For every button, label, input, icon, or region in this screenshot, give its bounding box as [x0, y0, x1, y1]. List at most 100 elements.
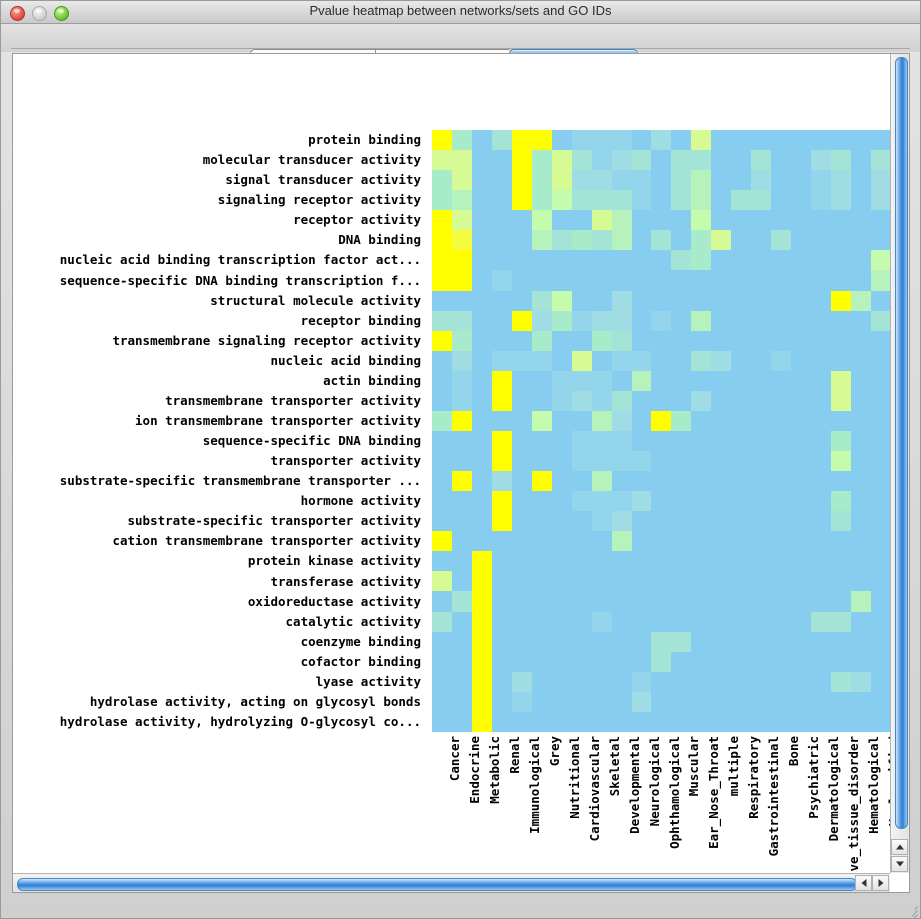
- heatmap-cell[interactable]: [571, 611, 592, 632]
- heatmap-cell[interactable]: [471, 430, 492, 451]
- heatmap-cell[interactable]: [771, 611, 792, 632]
- resize-grip-icon[interactable]: [904, 903, 918, 918]
- heatmap-cell[interactable]: [870, 130, 890, 151]
- heatmap-cell[interactable]: [791, 350, 812, 371]
- minimize-button[interactable]: [32, 6, 47, 21]
- heatmap-cell[interactable]: [611, 531, 632, 552]
- heatmap-cell[interactable]: [451, 631, 472, 652]
- heatmap-cell[interactable]: [611, 310, 632, 331]
- heatmap-cell[interactable]: [611, 270, 632, 291]
- heatmap-cell[interactable]: [551, 491, 572, 512]
- heatmap-cell[interactable]: [451, 370, 472, 391]
- heatmap-cell[interactable]: [771, 390, 792, 411]
- heatmap-cell[interactable]: [511, 651, 532, 672]
- heatmap-cell[interactable]: [691, 691, 712, 712]
- heatmap-cell[interactable]: [851, 130, 871, 151]
- heatmap-cell[interactable]: [671, 571, 692, 592]
- heatmap-cell[interactable]: [531, 410, 552, 431]
- heatmap-cell[interactable]: [451, 330, 472, 351]
- close-button[interactable]: [10, 6, 25, 21]
- heatmap-cell[interactable]: [771, 230, 792, 251]
- heatmap-cell[interactable]: [691, 150, 712, 171]
- heatmap-cell[interactable]: [571, 651, 592, 672]
- heatmap-cell[interactable]: [651, 531, 672, 552]
- heatmap-cell[interactable]: [651, 350, 672, 371]
- heatmap-cell[interactable]: [491, 390, 512, 411]
- heatmap-cell[interactable]: [771, 671, 792, 692]
- heatmap-cell[interactable]: [831, 130, 852, 151]
- heatmap-cell[interactable]: [591, 591, 612, 612]
- heatmap-cell[interactable]: [631, 190, 652, 211]
- heatmap-cell[interactable]: [870, 671, 890, 692]
- heatmap-cell[interactable]: [870, 491, 890, 512]
- heatmap-cell[interactable]: [611, 511, 632, 532]
- heatmap-cell[interactable]: [831, 370, 852, 391]
- heatmap-cell[interactable]: [870, 631, 890, 652]
- heatmap-cell[interactable]: [831, 190, 852, 211]
- heatmap-cell[interactable]: [491, 350, 512, 371]
- heatmap-cell[interactable]: [851, 210, 871, 231]
- heatmap-cell[interactable]: [511, 691, 532, 712]
- heatmap-cell[interactable]: [711, 671, 732, 692]
- heatmap-cell[interactable]: [551, 190, 572, 211]
- heatmap-cell[interactable]: [531, 691, 552, 712]
- heatmap-cell[interactable]: [551, 571, 572, 592]
- heatmap-cell[interactable]: [432, 350, 452, 371]
- heatmap-cell[interactable]: [870, 591, 890, 612]
- heatmap-cell[interactable]: [870, 270, 890, 291]
- heatmap-cell[interactable]: [851, 551, 871, 572]
- heatmap-cell[interactable]: [811, 631, 832, 652]
- heatmap-cell[interactable]: [731, 651, 752, 672]
- heatmap-cell[interactable]: [531, 671, 552, 692]
- heatmap-cell[interactable]: [591, 551, 612, 572]
- heatmap-cell[interactable]: [631, 370, 652, 391]
- heatmap-cell[interactable]: [451, 571, 472, 592]
- heatmap-cell[interactable]: [831, 511, 852, 532]
- heatmap-cell[interactable]: [870, 170, 890, 191]
- heatmap-cell[interactable]: [631, 471, 652, 492]
- heatmap-cell[interactable]: [751, 130, 772, 151]
- heatmap-cell[interactable]: [751, 430, 772, 451]
- maximize-button[interactable]: [54, 6, 69, 21]
- heatmap-cell[interactable]: [631, 210, 652, 231]
- heatmap-cell[interactable]: [631, 571, 652, 592]
- heatmap-cell[interactable]: [831, 651, 852, 672]
- heatmap-cell[interactable]: [551, 531, 572, 552]
- heatmap-cell[interactable]: [432, 250, 452, 271]
- heatmap-cell[interactable]: [571, 491, 592, 512]
- heatmap-cell[interactable]: [791, 250, 812, 271]
- heatmap-cell[interactable]: [791, 390, 812, 411]
- heatmap-cell[interactable]: [851, 290, 871, 311]
- heatmap-cell[interactable]: [811, 410, 832, 431]
- heatmap-cell[interactable]: [791, 711, 812, 732]
- heatmap-cell[interactable]: [451, 410, 472, 431]
- heatmap-cell[interactable]: [432, 531, 452, 552]
- heatmap-cell[interactable]: [432, 150, 452, 171]
- heatmap-cell[interactable]: [571, 531, 592, 552]
- heatmap-cell[interactable]: [531, 571, 552, 592]
- heatmap-cell[interactable]: [671, 451, 692, 472]
- heatmap-cell[interactable]: [811, 711, 832, 732]
- heatmap-cell[interactable]: [870, 451, 890, 472]
- heatmap-cell[interactable]: [771, 711, 792, 732]
- heatmap-cell[interactable]: [631, 511, 652, 532]
- vertical-scroll-thumb[interactable]: [895, 57, 908, 829]
- heatmap-cell[interactable]: [591, 230, 612, 251]
- heatmap-cell[interactable]: [691, 511, 712, 532]
- heatmap-cell[interactable]: [591, 350, 612, 371]
- heatmap-cell[interactable]: [831, 430, 852, 451]
- heatmap-cell[interactable]: [811, 370, 832, 391]
- heatmap-cell[interactable]: [611, 190, 632, 211]
- heatmap-cell[interactable]: [711, 150, 732, 171]
- heatmap-cell[interactable]: [691, 571, 712, 592]
- heatmap-cell[interactable]: [451, 350, 472, 371]
- heatmap-cell[interactable]: [551, 471, 572, 492]
- heatmap-cell[interactable]: [711, 170, 732, 191]
- heatmap-cell[interactable]: [671, 471, 692, 492]
- heatmap-cell[interactable]: [591, 290, 612, 311]
- heatmap-cell[interactable]: [491, 130, 512, 151]
- heatmap-cell[interactable]: [711, 531, 732, 552]
- heatmap-cell[interactable]: [711, 210, 732, 231]
- heatmap-cell[interactable]: [870, 330, 890, 351]
- heatmap-cell[interactable]: [731, 551, 752, 572]
